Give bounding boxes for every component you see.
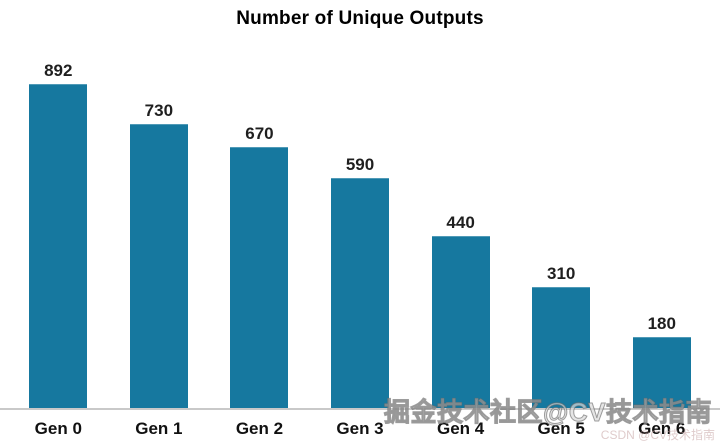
x-tick-label: Gen 5 xyxy=(537,419,585,438)
x-tick-label: Gen 0 xyxy=(34,419,82,438)
plot-area: 892 730 670 590 440 310 180 xyxy=(8,62,712,408)
bar-value-label: 730 xyxy=(144,101,174,120)
bar-value-label: 590 xyxy=(345,155,375,174)
x-axis-tick-row: Gen 0 Gen 1 Gen 2 Gen 3 Gen 4 Gen 5 Gen 6 xyxy=(8,416,712,446)
x-tick-label: Gen 4 xyxy=(436,419,485,438)
bar xyxy=(331,178,390,408)
chart-title: Number of Unique Outputs xyxy=(236,8,484,29)
x-axis-line xyxy=(0,408,720,410)
bar-column: 310 xyxy=(511,62,612,408)
bar-value-label: 180 xyxy=(647,314,676,333)
bar xyxy=(230,147,289,408)
bar-column: 730 xyxy=(109,62,210,408)
bar-column: 892 xyxy=(8,62,109,408)
bar-value-label: 892 xyxy=(44,61,73,80)
bar-value-label: 670 xyxy=(245,124,274,143)
bar-column: 590 xyxy=(310,62,411,408)
x-tick-label: Gen 1 xyxy=(135,419,183,438)
bar-column: 440 xyxy=(410,62,511,408)
x-tick-label: Gen 3 xyxy=(336,419,384,438)
bar xyxy=(632,337,691,408)
bar-column: 180 xyxy=(611,62,712,408)
bar xyxy=(431,236,490,408)
bar xyxy=(532,287,591,408)
x-tick-label: Gen 2 xyxy=(235,419,284,438)
bar-value-label: 440 xyxy=(446,213,475,232)
bar-value-label: 310 xyxy=(546,264,576,283)
bar xyxy=(29,84,88,408)
bar-column: 670 xyxy=(209,62,310,408)
x-tick-label: Gen 6 xyxy=(638,419,686,438)
bar xyxy=(129,124,188,408)
